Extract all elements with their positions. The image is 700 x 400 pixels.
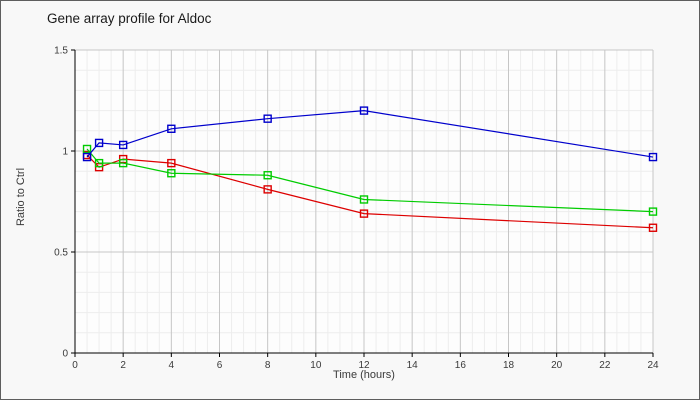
- data-point: [94, 138, 104, 148]
- y-axis-title: Ratio to Ctrl: [15, 167, 27, 227]
- x-tick-label: 22: [599, 360, 611, 371]
- data-point: [167, 158, 176, 168]
- x-tick-label: 16: [455, 360, 467, 371]
- y-tick-label: 0.5: [54, 248, 68, 259]
- x-tick-label: 18: [503, 360, 515, 371]
- data-point: [263, 114, 272, 123]
- data-point: [648, 152, 658, 162]
- series-line: [86, 109, 654, 158]
- y-tick-label: 1.5: [54, 46, 68, 57]
- x-tick-label: 24: [647, 360, 659, 371]
- x-tick-label: 8: [265, 360, 271, 371]
- data-point: [118, 158, 128, 168]
- x-tick-label: 2: [120, 360, 126, 371]
- data-point: [359, 195, 369, 204]
- y-tick-label: 1: [62, 147, 68, 158]
- x-tick-label: 4: [169, 360, 175, 371]
- series-green-series: [82, 144, 658, 216]
- y-tick-label: 0: [62, 349, 68, 360]
- data-point: [82, 144, 92, 154]
- data-point: [167, 169, 176, 178]
- x-tick-label: 0: [72, 360, 78, 371]
- data-point: [648, 223, 658, 232]
- x-axis-title: Time (hours): [333, 369, 395, 381]
- data-point: [359, 209, 369, 218]
- x-tick-label: 14: [407, 360, 419, 371]
- x-tick-label: 10: [310, 360, 322, 371]
- data-point: [94, 158, 104, 168]
- x-tick-label: 20: [551, 360, 563, 371]
- data-point: [263, 185, 272, 194]
- data-point: [359, 106, 369, 115]
- series-line: [86, 148, 654, 213]
- data-point: [263, 171, 272, 180]
- x-tick-label: 6: [217, 360, 223, 371]
- data-point: [167, 124, 176, 133]
- data-point: [82, 152, 92, 162]
- x-tick-label: 12: [358, 360, 370, 371]
- series-blue-series: [82, 106, 658, 162]
- data-point: [118, 140, 128, 150]
- chart-title: Gene array profile for Aldoc: [47, 11, 212, 26]
- data-point: [648, 207, 658, 216]
